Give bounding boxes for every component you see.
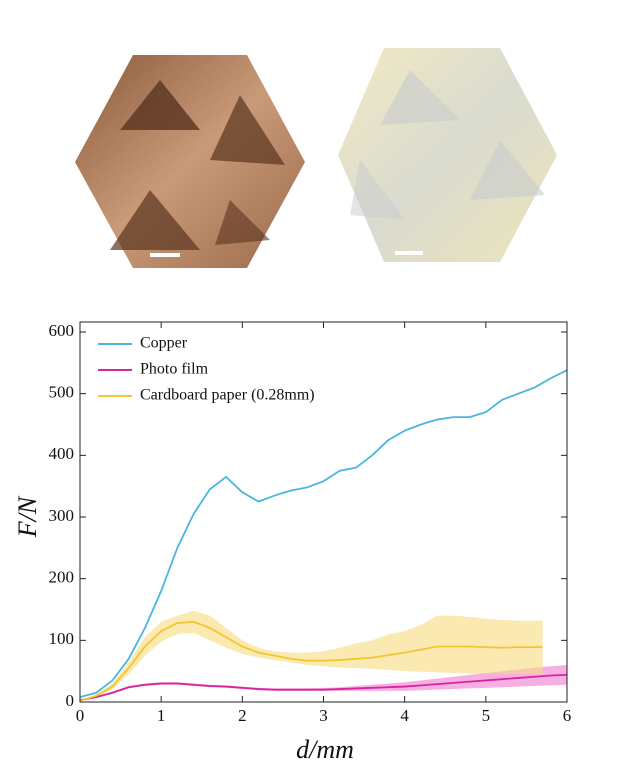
legend-label: Cardboard paper (0.28mm) <box>140 387 315 404</box>
y-tick-label: 100 <box>49 629 75 648</box>
plot: 0 100 200 300 400 500 600 0 1 2 3 4 5 6 Copper Photo fi… <box>49 321 572 725</box>
line <box>79 620 543 702</box>
y-tick-label: 200 <box>49 568 75 587</box>
line <box>79 673 568 702</box>
y-tick-label: 0 <box>66 691 75 710</box>
x-axis-label: d/mm <box>296 735 354 764</box>
y-tick-label: 300 <box>49 506 75 525</box>
x-tick-label: 3 <box>319 706 328 725</box>
copper-photo <box>75 55 305 268</box>
legend-label: Copper <box>140 335 188 352</box>
x-tick-label: 1 <box>157 706 166 725</box>
legend: Copper Photo film Cardboard paper (0.28mm) <box>98 335 315 404</box>
y-tick-label: 600 <box>49 321 75 340</box>
y-axis-label: F/N <box>13 495 42 538</box>
x-tick-label: 2 <box>238 706 247 725</box>
legend-label: Photo film <box>140 361 209 378</box>
line <box>79 369 568 698</box>
x-tick-label: 4 <box>400 706 409 725</box>
x-tick-label: 6 <box>563 706 572 725</box>
y-tick-label: 400 <box>49 444 75 463</box>
error-band <box>80 610 543 701</box>
photo-film-photo <box>338 48 557 262</box>
y-tick-label: 500 <box>49 383 75 402</box>
x-tick-label: 0 <box>76 706 85 725</box>
x-tick-label: 5 <box>482 706 491 725</box>
